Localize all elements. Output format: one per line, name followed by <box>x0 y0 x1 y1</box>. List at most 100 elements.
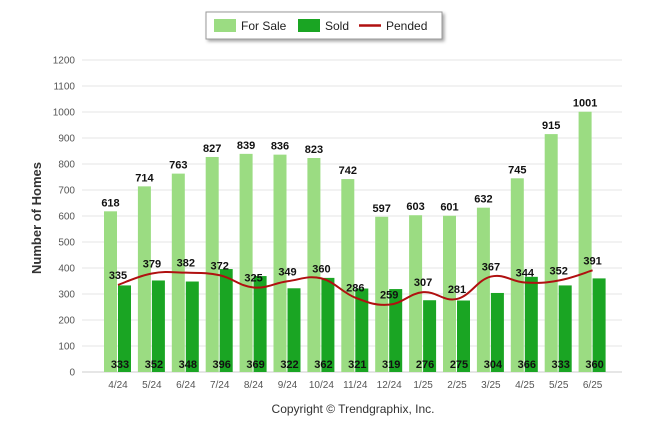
bar-for-sale <box>443 215 456 372</box>
sold-value-label: 275 <box>450 359 468 371</box>
legend: For Sale Sold Pended <box>205 11 443 40</box>
pended-value-label: 344 <box>516 268 535 280</box>
pended-series-line <box>117 269 593 306</box>
y-tick-label: 100 <box>58 342 75 353</box>
bar-sold <box>355 288 369 372</box>
legend-item-sold[interactable]: Sold <box>298 19 349 33</box>
y-tick-label: 400 <box>58 264 75 275</box>
bar-sold <box>558 285 572 372</box>
bar-sold <box>219 269 233 372</box>
bar-sold <box>457 300 470 372</box>
bar-sold <box>423 300 437 372</box>
bar-for-sale <box>341 179 355 372</box>
pended-value-label: 349 <box>278 266 296 278</box>
sold-value-label: 304 <box>484 359 503 371</box>
y-tick-label: 1200 <box>53 56 76 67</box>
for-sale-value-label: 823 <box>305 144 323 156</box>
legend-item-for-sale[interactable]: For Sale <box>214 19 287 33</box>
bars <box>104 111 606 373</box>
bar-sold <box>151 280 165 372</box>
x-axis-ticks: 4/24 5/24 6/24 7/24 8/24 9/24 10/24 11/24 12/24 1… <box>108 380 603 391</box>
bar-sold <box>321 277 335 372</box>
legend-swatch-sold <box>298 19 320 32</box>
y-tick-label: 1100 <box>53 82 75 93</box>
y-tick-label: 500 <box>58 238 75 249</box>
data-labels: 618 333 714 352 763 348 827 396 839 369 836 322 823 3… <box>101 98 603 371</box>
bar-for-sale <box>137 186 151 372</box>
y-axis-title: Number of Homes <box>29 162 44 274</box>
pended-value-label: 281 <box>448 284 466 296</box>
x-tick-label: 10/24 <box>309 380 334 391</box>
sold-value-label: 321 <box>348 359 366 371</box>
sold-value-label: 352 <box>145 359 163 371</box>
sold-value-label: 360 <box>585 359 603 371</box>
bar-for-sale <box>476 207 490 372</box>
for-sale-value-label: 601 <box>440 202 458 214</box>
bar-for-sale <box>273 154 287 372</box>
y-tick-label: 800 <box>58 160 75 171</box>
legend-label-pended: Pended <box>386 19 427 33</box>
x-tick-label: 8/24 <box>244 380 264 391</box>
x-tick-label: 5/24 <box>142 380 162 391</box>
y-tick-label: 0 <box>69 368 75 379</box>
legend-box <box>205 11 443 40</box>
bar-sold <box>490 292 504 372</box>
bar-for-sale <box>104 211 117 372</box>
for-sale-value-label: 618 <box>101 197 119 209</box>
x-tick-label: 3/25 <box>481 380 501 391</box>
bar-sold <box>185 281 199 372</box>
pended-value-label: 286 <box>346 283 364 295</box>
x-tick-label: 6/24 <box>176 380 196 391</box>
bar-sold <box>287 288 301 372</box>
bar-sold <box>118 285 131 372</box>
pended-value-label: 372 <box>211 260 229 272</box>
x-tick-label: 7/24 <box>210 380 230 391</box>
bar-sold <box>592 278 606 372</box>
for-sale-value-label: 827 <box>203 143 221 155</box>
sold-value-label: 319 <box>382 359 400 371</box>
x-tick-label: 5/25 <box>549 380 569 391</box>
sold-value-label: 366 <box>518 359 536 371</box>
for-sale-value-label: 714 <box>135 172 154 184</box>
x-tick-label: 9/24 <box>278 380 298 391</box>
bar-for-sale <box>205 156 219 372</box>
pended-value-label: 335 <box>109 270 127 282</box>
for-sale-value-label: 745 <box>508 164 526 176</box>
pended-value-label: 391 <box>583 255 601 267</box>
sold-value-label: 362 <box>314 359 332 371</box>
x-tick-label: 1/25 <box>413 380 433 391</box>
pended-value-label: 259 <box>380 290 398 302</box>
for-sale-value-label: 839 <box>237 140 255 152</box>
x-tick-label: 2/25 <box>447 380 467 391</box>
bar-sold <box>524 276 538 372</box>
bar-sold <box>253 276 267 372</box>
for-sale-value-label: 836 <box>271 141 289 153</box>
bar-sold <box>389 289 403 372</box>
x-tick-label: 6/25 <box>583 380 603 391</box>
pended-value-label: 325 <box>244 273 262 285</box>
y-tick-label: 900 <box>58 134 75 145</box>
x-tick-label: 11/24 <box>343 380 368 391</box>
x-tick-label: 12/24 <box>377 380 402 391</box>
sold-value-label: 369 <box>246 359 264 371</box>
bar-for-sale <box>578 111 592 373</box>
for-sale-value-label: 763 <box>169 160 187 172</box>
x-tick-label: 4/25 <box>515 380 535 391</box>
y-axis-ticks: 0 100 200 300 400 500 600 700 800 900 1000 1100 1200 <box>53 56 76 379</box>
pended-value-label: 360 <box>312 263 330 275</box>
sold-value-label: 322 <box>280 359 298 371</box>
pended-value-label: 307 <box>414 277 432 289</box>
sold-value-label: 333 <box>552 359 570 371</box>
for-sale-value-label: 632 <box>474 194 492 206</box>
pended-value-label: 352 <box>550 265 568 277</box>
y-tick-label: 600 <box>58 212 75 223</box>
legend-label-sold: Sold <box>325 19 349 33</box>
sold-value-label: 276 <box>416 359 434 371</box>
bar-for-sale <box>307 158 321 372</box>
pended-value-label: 382 <box>177 258 195 270</box>
copyright-text: Copyright © Trendgraphix, Inc. <box>272 402 435 416</box>
legend-item-pended[interactable]: Pended <box>359 19 427 33</box>
for-sale-value-label: 603 <box>406 201 424 213</box>
for-sale-value-label: 1001 <box>573 98 597 110</box>
